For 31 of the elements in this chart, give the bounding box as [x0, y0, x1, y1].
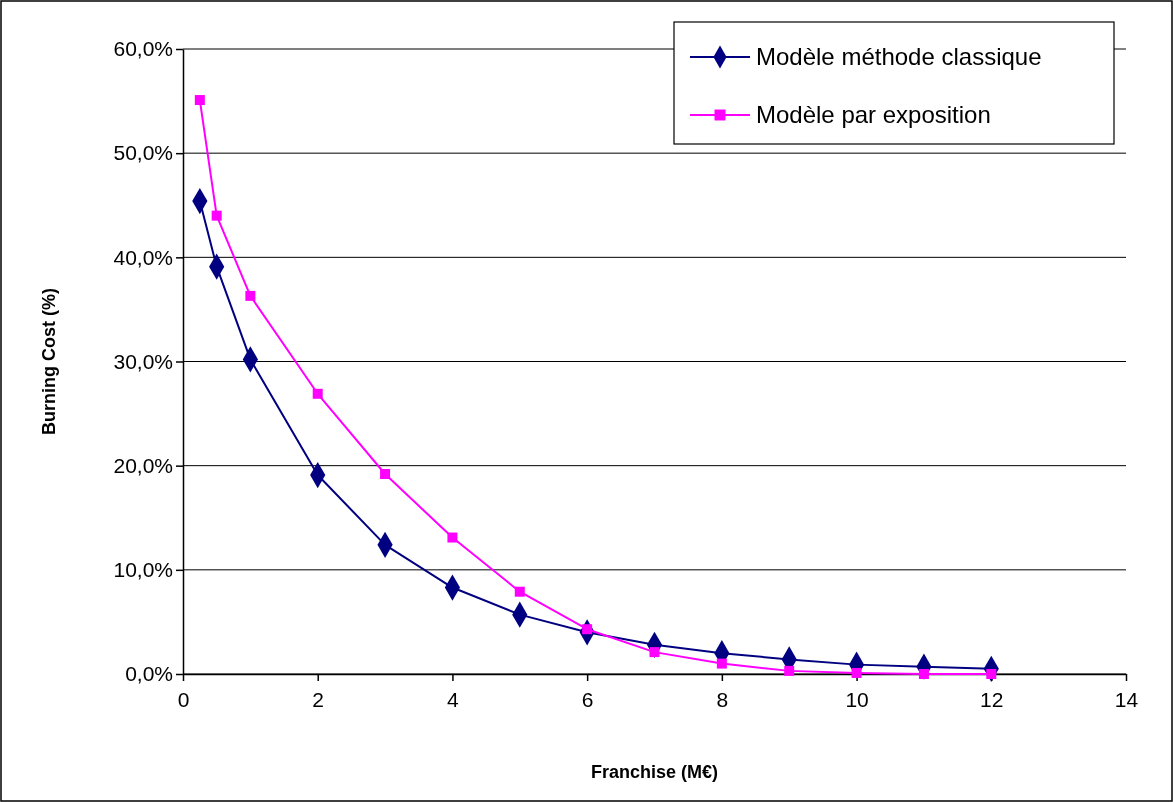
point: [514, 586, 525, 597]
point: [851, 667, 862, 678]
y-tick-label: 10,0%: [113, 558, 173, 582]
legend-label: Modèle par exposition: [756, 101, 991, 129]
y-tick-label: 30,0%: [113, 349, 173, 373]
x-tick-label: 14: [1114, 688, 1139, 712]
point: [649, 647, 660, 658]
x-tick-label: 2: [312, 688, 325, 712]
point: [380, 469, 391, 479]
y-tick-label: 0,0%: [125, 662, 173, 686]
point: [211, 210, 222, 221]
point: [716, 658, 727, 669]
x-tick-label: 6: [581, 688, 594, 712]
y-axis-title: Burning Cost (%): [39, 288, 59, 435]
point: [245, 290, 256, 301]
y-tick-label: 20,0%: [113, 453, 173, 477]
x-tick-label: 4: [447, 688, 460, 712]
point: [918, 669, 929, 679]
legend-label: Modèle méthode classique: [756, 43, 1042, 71]
x-tick-label: 8: [716, 688, 729, 712]
point: [194, 95, 205, 106]
y-tick-label: 40,0%: [113, 245, 173, 269]
point: [312, 388, 323, 399]
point: [447, 532, 458, 543]
x-tick-label: 10: [845, 688, 869, 712]
y-tick-label: 60,0%: [113, 37, 173, 61]
point: [784, 665, 795, 676]
x-tick-label: 0: [177, 688, 190, 712]
x-tick-label: 12: [980, 688, 1004, 712]
x-axis-title: Franchise (M€): [590, 762, 719, 782]
y-tick-label: 50,0%: [113, 141, 173, 165]
